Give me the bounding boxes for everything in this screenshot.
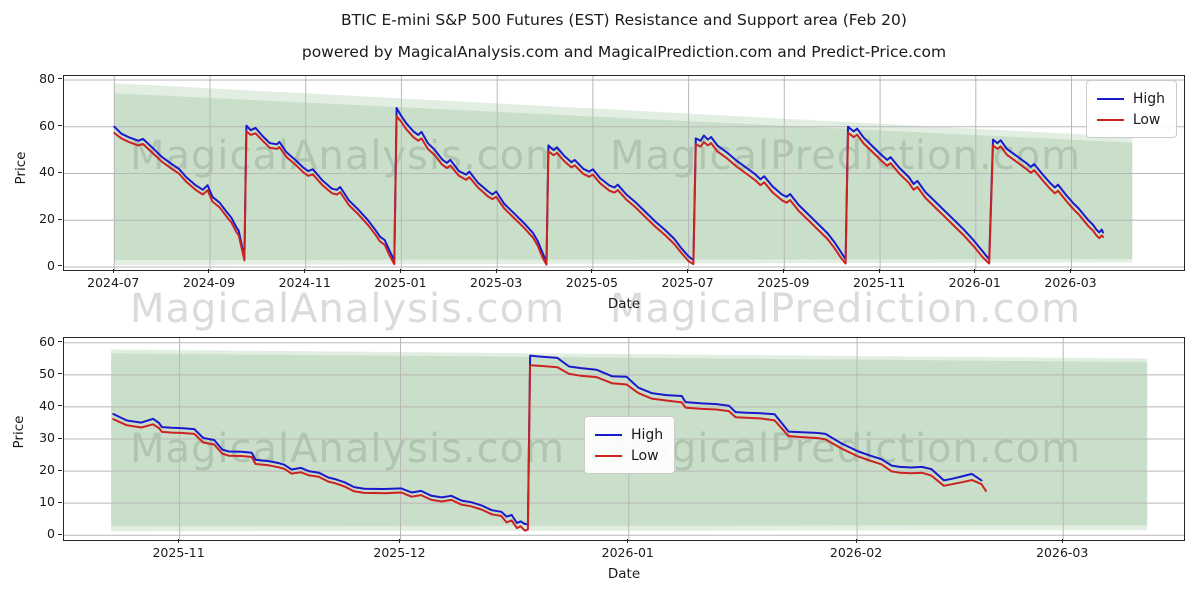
y-tick-mark bbox=[58, 171, 62, 173]
support-resistance-band bbox=[114, 93, 1133, 260]
y-tick-mark bbox=[58, 373, 62, 375]
x-tick-mark bbox=[495, 269, 497, 273]
y-tick-mark bbox=[58, 78, 62, 80]
legend-label-low: Low bbox=[631, 447, 659, 464]
legend-item-low: Low bbox=[1096, 109, 1165, 130]
y-tick-mark bbox=[58, 437, 62, 439]
x-tick-mark bbox=[687, 269, 689, 273]
x-tick-label: 2026-03 bbox=[1036, 545, 1089, 560]
x-tick-label: 2025-11 bbox=[852, 275, 906, 290]
y-tick-label: 60 bbox=[39, 333, 55, 349]
x-tick-mark bbox=[782, 269, 784, 273]
x-tick-mark bbox=[399, 539, 400, 543]
y-tick-mark bbox=[58, 501, 62, 503]
high-line-swatch bbox=[595, 433, 622, 436]
top-chart-plot-area: High Low bbox=[63, 75, 1185, 271]
x-tick-label: 2025-05 bbox=[565, 275, 618, 290]
legend-label-low: Low bbox=[1132, 111, 1161, 128]
low-line-swatch bbox=[1096, 118, 1124, 121]
series-low-line bbox=[112, 364, 987, 532]
watermark-analysis: MagicalAnalysis.com bbox=[130, 426, 565, 472]
x-tick-label: 2026-01 bbox=[601, 545, 654, 560]
y-tick-mark bbox=[58, 125, 62, 127]
y-tick-label: 10 bbox=[39, 494, 55, 510]
legend-label-high: High bbox=[631, 426, 664, 443]
y-tick-label: 80 bbox=[39, 70, 55, 86]
x-tick-label: 2025-03 bbox=[470, 275, 523, 290]
high-line-swatch bbox=[1096, 97, 1124, 100]
bottom-x-axis-label: Date bbox=[607, 566, 641, 582]
legend-label-high: High bbox=[1132, 90, 1165, 107]
y-tick-label: 50 bbox=[39, 365, 55, 381]
legend-item-high: High bbox=[595, 424, 663, 445]
bottom-chart-legend: High Low bbox=[584, 416, 676, 474]
x-tick-label: 2025-09 bbox=[757, 275, 810, 290]
y-tick-label: 40 bbox=[39, 397, 55, 413]
x-tick-mark bbox=[1061, 539, 1063, 543]
y-tick-mark bbox=[58, 533, 62, 535]
top-chart-legend: High Low bbox=[1085, 80, 1177, 138]
y-tick-label: 30 bbox=[39, 430, 55, 445]
top-x-axis-label: Date bbox=[607, 296, 641, 312]
x-tick-label: 2026-03 bbox=[1044, 275, 1097, 290]
x-tick-label: 2025-07 bbox=[661, 275, 714, 290]
watermark-analysis: MagicalAnalysis.com bbox=[130, 286, 566, 332]
x-tick-mark bbox=[112, 269, 114, 273]
x-tick-label: 2026-02 bbox=[829, 545, 883, 560]
y-tick-mark bbox=[58, 265, 62, 267]
bottom-chart-plot-area: High Low bbox=[63, 337, 1185, 541]
x-tick-label: 2025-12 bbox=[373, 545, 426, 560]
y-tick-label: 0 bbox=[47, 257, 55, 273]
x-tick-label: 2024-09 bbox=[182, 275, 236, 290]
x-tick-label: 2025-01 bbox=[374, 275, 427, 290]
x-tick-mark bbox=[208, 269, 210, 273]
watermark-prediction: MagicalPrediction.com bbox=[610, 286, 1081, 332]
y-tick-label: 20 bbox=[39, 211, 55, 227]
x-tick-label: 2025-11 bbox=[152, 545, 205, 560]
y-tick-mark bbox=[58, 218, 62, 220]
x-tick-label: 2024-11 bbox=[278, 275, 331, 290]
y-tick-mark bbox=[58, 405, 62, 407]
x-tick-mark bbox=[627, 539, 629, 543]
legend-item-low: Low bbox=[595, 445, 663, 466]
y-tick-label: 40 bbox=[39, 164, 55, 180]
x-tick-mark bbox=[591, 269, 593, 273]
x-tick-label: 2024-07 bbox=[87, 275, 140, 290]
series-low-line bbox=[113, 115, 1105, 266]
x-tick-mark bbox=[178, 539, 180, 543]
low-line-swatch bbox=[595, 454, 622, 457]
chart-subtitle: powered by MagicalAnalysis.com and Magic… bbox=[301, 43, 947, 61]
x-tick-mark bbox=[304, 269, 306, 273]
top-chart-canvas bbox=[64, 76, 1184, 270]
watermark-analysis: MagicalAnalysis.com bbox=[130, 133, 565, 179]
x-tick-mark bbox=[1070, 269, 1072, 273]
x-tick-mark bbox=[974, 269, 976, 273]
support-resistance-band bbox=[114, 83, 1133, 266]
legend-item-high: High bbox=[1096, 88, 1165, 109]
y-tick-mark bbox=[58, 341, 62, 343]
x-tick-mark bbox=[855, 539, 857, 543]
watermark-prediction: MagicalPrediction.com bbox=[610, 426, 1081, 472]
x-tick-label: 2026-01 bbox=[948, 275, 1001, 290]
y-tick-label: 60 bbox=[39, 117, 55, 133]
x-tick-mark bbox=[878, 269, 880, 273]
x-tick-mark bbox=[399, 269, 401, 273]
series-high-line bbox=[112, 354, 983, 526]
y-tick-label: 20 bbox=[39, 462, 55, 478]
series-high-line bbox=[113, 107, 1105, 263]
y-tick-label: 0 bbox=[47, 526, 55, 542]
chart-title: BTIC E-mini S&P 500 Futures (EST) Resist… bbox=[341, 11, 907, 29]
y-tick-mark bbox=[58, 469, 62, 471]
